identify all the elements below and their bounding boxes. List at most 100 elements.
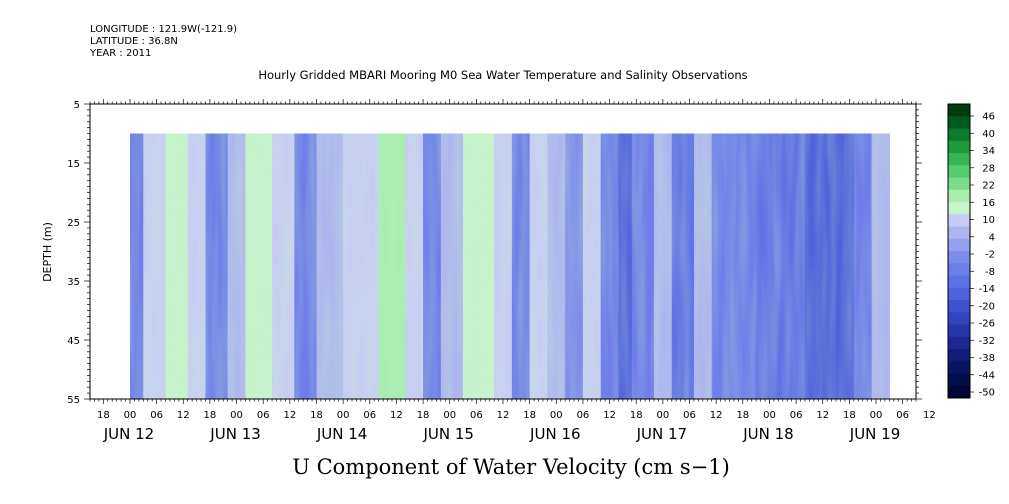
x-hour-tick-label: 12 <box>177 410 190 421</box>
x-hour-tick-label: 12 <box>816 410 829 421</box>
colorbar-label: -20 <box>979 301 995 312</box>
colorbar-label: -26 <box>979 319 995 330</box>
colorbar-label: 46 <box>982 112 995 123</box>
colorbar-label: -8 <box>985 267 995 278</box>
colorbar-label: 34 <box>982 146 995 157</box>
x-hour-tick-label: 06 <box>150 410 163 421</box>
x-hour-tick-label: 18 <box>310 410 323 421</box>
latitude-text: LATITUDE : 36.8N <box>90 36 178 47</box>
colorbar-swatch <box>948 153 970 166</box>
data-field <box>129 133 890 399</box>
colorbar-swatch <box>948 189 970 203</box>
x-hour-tick-label: 12 <box>710 410 723 421</box>
y-axis-label: DEPTH (m) <box>41 222 54 282</box>
x-day-label: JUN 14 <box>316 425 367 443</box>
colorbar-swatch <box>948 104 970 117</box>
x-axis: 18 00 06 12 18 00 06 12 18 00 06 12 18 00 06 12 18 00 06 12… <box>97 410 936 443</box>
y-tick-label: 45 <box>67 336 80 347</box>
x-hour-tick-label: 00 <box>124 410 137 421</box>
y-tick-label: 55 <box>67 395 80 406</box>
colorbar-swatch <box>948 226 970 240</box>
x-day-label: JUN 16 <box>529 425 580 443</box>
colorbar-label: -32 <box>979 336 995 347</box>
x-day-label: JUN 17 <box>636 425 687 443</box>
x-hour-tick-label: 06 <box>470 410 483 421</box>
colorbar-swatch <box>948 238 970 252</box>
field-texture <box>129 133 890 399</box>
colorbar-label: 4 <box>989 232 995 243</box>
colorbar-border <box>947 103 971 399</box>
x-hour-tick-label: 00 <box>443 410 456 421</box>
x-hour-tick-label: 18 <box>736 410 749 421</box>
chart-title: Hourly Gridded MBARI Mooring M0 Sea Wate… <box>258 68 748 82</box>
x-hour-tick-label: 00 <box>763 410 776 421</box>
colorbar-label: 10 <box>982 215 995 226</box>
colorbar-swatch <box>948 251 970 264</box>
colorbar-swatch <box>948 336 970 350</box>
colorbar-label: -38 <box>979 353 995 364</box>
x-day-label: JUN 15 <box>422 425 473 443</box>
colorbar-swatch <box>948 202 970 215</box>
y-tick-label: 5 <box>74 100 80 111</box>
y-tick-label: 15 <box>67 159 80 170</box>
colorbar-swatch <box>948 361 970 374</box>
x-day-label: JUN 18 <box>742 425 793 443</box>
x-hour-tick-label: 12 <box>923 410 936 421</box>
x-day-label: JUN 13 <box>209 425 260 443</box>
colorbar-swatch <box>948 287 970 301</box>
y-tick-label: 35 <box>67 277 80 288</box>
x-hour-tick-label: 06 <box>577 410 590 421</box>
colorbar-swatch <box>948 128 970 142</box>
colorbar-swatch <box>948 263 970 276</box>
colorbar-swatch <box>948 373 970 387</box>
x-hour-tick-label: 00 <box>230 410 243 421</box>
colorbar-label: -14 <box>979 284 995 295</box>
x-hour-tick-label: 00 <box>870 410 883 421</box>
colorbar-swatch <box>948 116 970 129</box>
colorbar-label: 28 <box>982 163 995 174</box>
x-day-label: JUN 19 <box>849 425 900 443</box>
x-hour-tick-label: 12 <box>283 410 296 421</box>
colorbar-swatch <box>948 140 970 154</box>
colorbar-label: -2 <box>985 250 995 261</box>
x-hour-tick-label: 18 <box>630 410 643 421</box>
x-hour-tick-label: 06 <box>363 410 376 421</box>
variable-label: U Component of Water Velocity (cm s−1) <box>292 455 730 479</box>
y-axis: 5 15 25 35 45 55 <box>67 100 922 406</box>
colorbar-swatch <box>948 275 970 289</box>
x-hour-tick-label: 12 <box>390 410 403 421</box>
x-hour-tick-label: 18 <box>97 410 110 421</box>
colorbar: 46 40 34 28 22 16 10 4 -2 -8 -14 -20 -26 -32 -38 -44 -50 <box>947 103 995 399</box>
x-hour-tick-label: 06 <box>896 410 909 421</box>
colorbar-swatch <box>948 177 970 191</box>
colorbar-swatch <box>948 324 970 338</box>
longitude-text: LONGITUDE : 121.9W(-121.9) <box>90 24 237 35</box>
year-text: YEAR : 2011 <box>90 48 152 59</box>
colorbar-swatch <box>948 349 970 362</box>
colorbar-label: 22 <box>982 181 995 192</box>
colorbar-label: -50 <box>979 388 995 399</box>
x-hour-tick-label: 00 <box>657 410 670 421</box>
x-minor-ticks <box>89 99 917 404</box>
colorbar-label: 16 <box>982 198 995 209</box>
colorbar-label: -44 <box>979 370 995 381</box>
colorbar-swatch <box>948 165 970 178</box>
x-hour-tick-label: 18 <box>523 410 536 421</box>
colorbar-swatch <box>948 385 970 399</box>
colorbar-swatch <box>948 300 970 313</box>
y-tick-label: 25 <box>67 218 80 229</box>
x-hour-tick-label: 12 <box>497 410 510 421</box>
x-day-label: JUN 12 <box>103 425 154 443</box>
x-hour-tick-label: 00 <box>550 410 563 421</box>
x-hour-tick-label: 18 <box>204 410 217 421</box>
x-hour-tick-label: 12 <box>603 410 616 421</box>
x-hour-tick-label: 18 <box>417 410 430 421</box>
colorbar-swatch <box>948 214 970 227</box>
colorbar-label: 40 <box>982 129 995 140</box>
x-hour-tick-label: 18 <box>843 410 856 421</box>
x-hour-tick-label: 06 <box>683 410 696 421</box>
x-hour-tick-label: 06 <box>257 410 270 421</box>
x-hour-tick-label: 00 <box>337 410 350 421</box>
x-hour-tick-label: 06 <box>790 410 803 421</box>
